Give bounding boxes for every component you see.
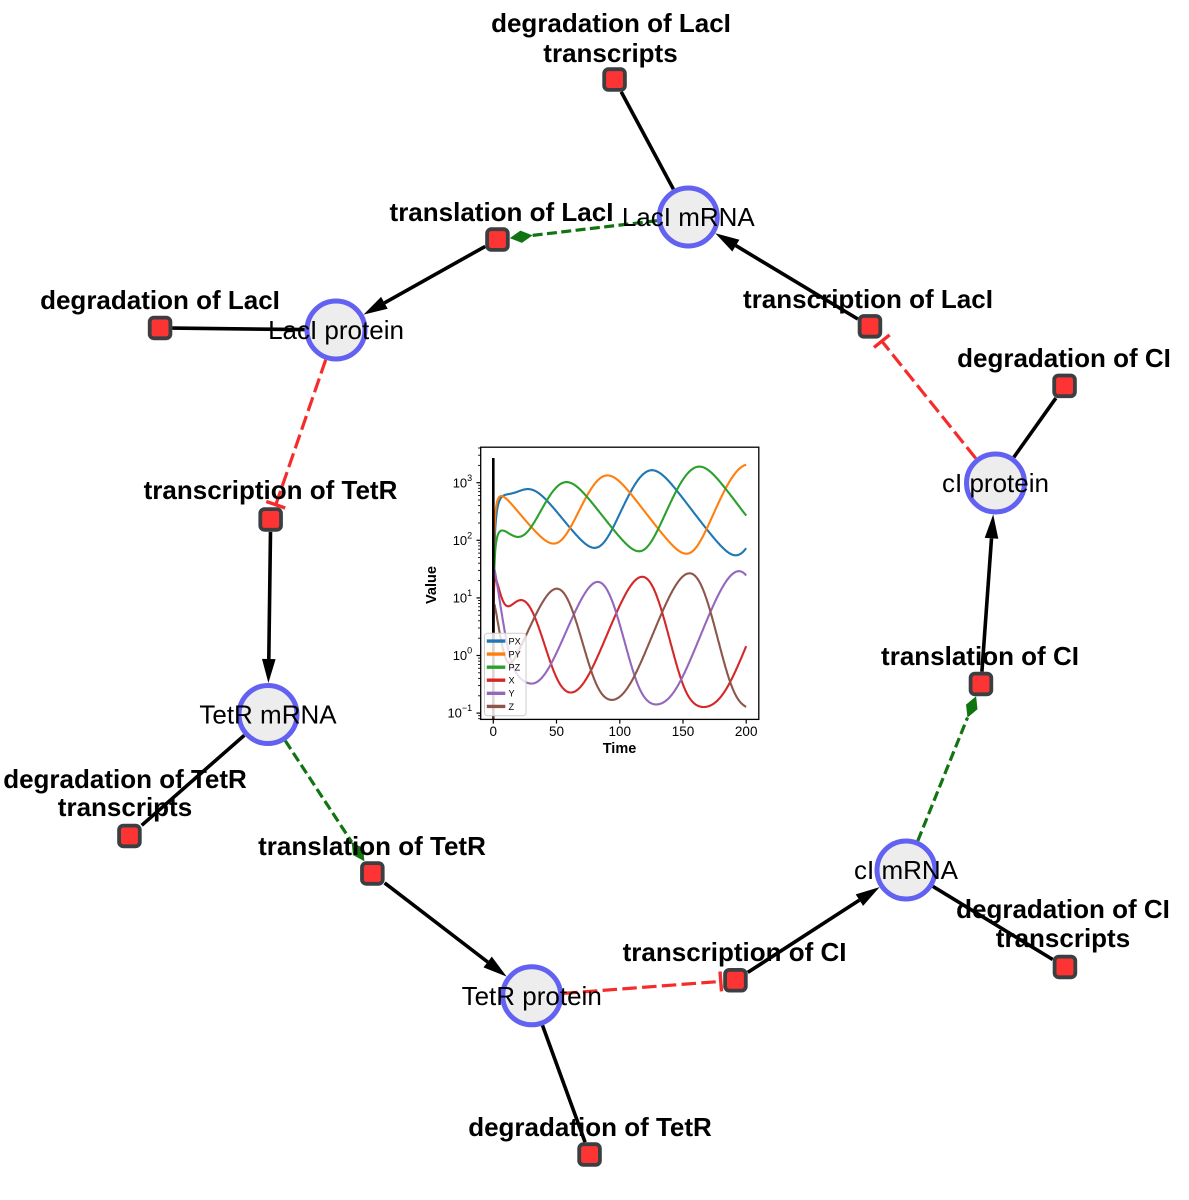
svg-text:Y: Y [509,689,515,699]
svg-text:transcription of TetR: transcription of TetR [144,475,398,505]
svg-text:Time: Time [603,741,637,757]
svg-text:translation of LacI: translation of LacI [390,197,614,227]
svg-text:translation of CI: translation of CI [881,641,1079,671]
svg-text:Value: Value [424,566,440,604]
svg-text:transcription of CI: transcription of CI [623,937,847,967]
svg-text:transcription of LacI: transcription of LacI [743,284,993,314]
svg-text:0: 0 [490,724,498,739]
svg-text:X: X [509,676,515,686]
svg-text:LacI mRNA: LacI mRNA [622,202,756,232]
svg-text:LacI protein: LacI protein [268,315,404,345]
svg-text:TetR mRNA: TetR mRNA [199,700,337,730]
svg-text:degradation of TetR: degradation of TetR [3,764,247,794]
svg-text:degradation of CI: degradation of CI [956,894,1170,924]
svg-text:150: 150 [672,724,695,739]
svg-text:degradation of LacI: degradation of LacI [491,8,731,38]
svg-text:200: 200 [735,724,758,739]
svg-text:translation of TetR: translation of TetR [258,831,486,861]
svg-text:PX: PX [509,637,521,647]
svg-text:Z: Z [509,702,515,712]
svg-text:100: 100 [609,724,632,739]
svg-text:transcripts: transcripts [543,38,677,68]
svg-text:degradation of LacI: degradation of LacI [40,285,280,315]
svg-text:50: 50 [549,724,564,739]
svg-text:cI mRNA: cI mRNA [854,855,959,885]
svg-text:PZ: PZ [509,663,521,673]
svg-text:PY: PY [509,650,521,660]
svg-text:transcripts: transcripts [58,792,192,822]
svg-text:transcripts: transcripts [996,923,1130,953]
svg-text:degradation of TetR: degradation of TetR [468,1112,712,1142]
svg-text:TetR protein: TetR protein [462,981,602,1011]
svg-text:degradation of CI: degradation of CI [957,343,1171,373]
svg-text:cI protein: cI protein [942,468,1049,498]
